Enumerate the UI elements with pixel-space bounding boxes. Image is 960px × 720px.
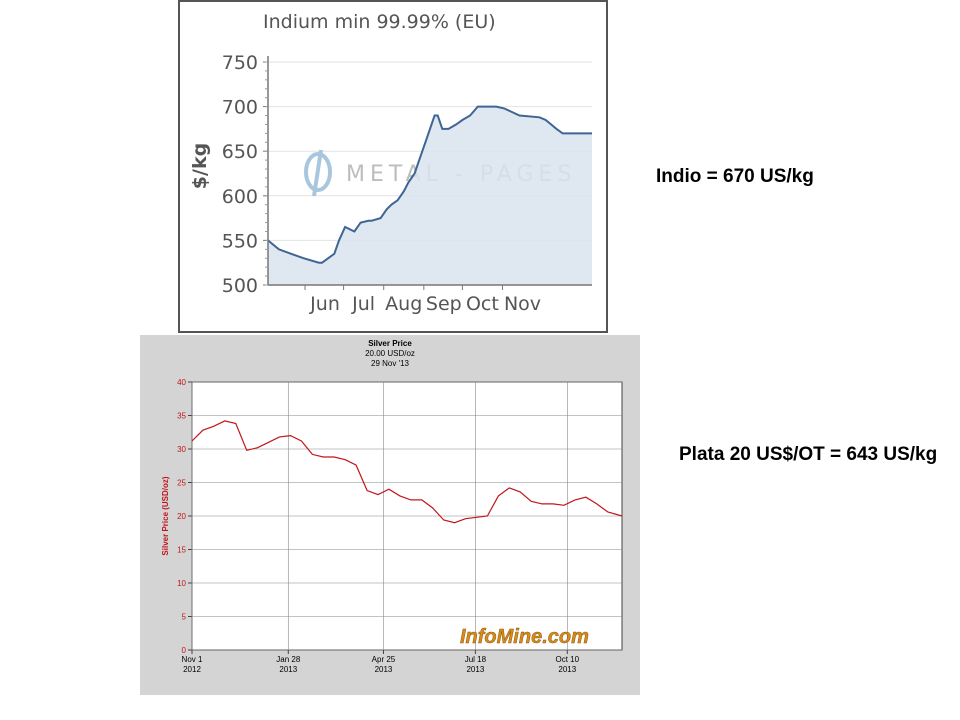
series-line bbox=[267, 105, 592, 264]
chart-date: 29 Nov '13 bbox=[371, 359, 410, 368]
watermark-logo-icon bbox=[304, 152, 332, 192]
y-tick-label: 20 bbox=[177, 512, 186, 521]
y-tick-label: 35 bbox=[177, 412, 186, 421]
watermark-logo-stroke bbox=[312, 149, 323, 197]
x-tick-label: Sep bbox=[426, 293, 462, 315]
x-tick-label-year: 2013 bbox=[279, 665, 297, 674]
y-tick-label: 550 bbox=[222, 230, 258, 252]
x-tick-label: Apr 25 bbox=[372, 655, 396, 664]
chart-title: Silver Price bbox=[368, 339, 412, 348]
y-tick-label: 25 bbox=[177, 479, 186, 488]
series-line bbox=[191, 420, 623, 524]
y-tick-label: 700 bbox=[222, 97, 258, 119]
chart-subtitle: 20.00 USD/oz bbox=[365, 349, 415, 358]
silver-chart-panel: Silver Price 20.00 USD/oz 29 Nov '13 40 35 30… bbox=[140, 335, 640, 695]
y-tick-label: 0 bbox=[182, 646, 187, 655]
x-tick-label-year: 2012 bbox=[183, 665, 201, 674]
x-tick-label-year: 2013 bbox=[466, 665, 484, 674]
x-tick-label: Oct bbox=[466, 293, 499, 315]
x-tick-label-year: 2013 bbox=[375, 665, 393, 674]
x-tick-label: Nov bbox=[504, 293, 541, 315]
x-tick-label: Jan 28 bbox=[276, 655, 301, 664]
y-tick-label: 600 bbox=[222, 186, 258, 208]
y-tick-label: 5 bbox=[182, 613, 187, 622]
indium-chart: Indium min 99.99% (EU)METAL - PAGES75070… bbox=[178, 0, 608, 333]
y-tick-label: 750 bbox=[222, 52, 258, 74]
x-tick-label: Jun bbox=[309, 293, 340, 315]
watermark-text: InfoMine.com bbox=[460, 626, 589, 648]
indium-price-note: Indio = 670 US/kg bbox=[656, 166, 814, 187]
y-tick-label: 30 bbox=[177, 445, 186, 454]
y-tick-label: 500 bbox=[222, 275, 258, 297]
chart-title: Indium min 99.99% (EU) bbox=[263, 11, 496, 33]
y-axis-label: $/kg bbox=[189, 143, 211, 189]
y-tick-label: 10 bbox=[177, 579, 186, 588]
y-tick-label: 40 bbox=[177, 378, 186, 387]
y-axis-label: Silver Price (USD/oz) bbox=[161, 476, 170, 555]
x-tick-label: Aug bbox=[385, 293, 422, 315]
x-tick-label-year: 2013 bbox=[558, 665, 576, 674]
indium-chart-panel: Indium min 99.99% (EU)METAL - PAGES75070… bbox=[178, 0, 608, 333]
x-tick-label: Nov 1 bbox=[182, 655, 203, 664]
x-tick-label: Oct 10 bbox=[556, 655, 580, 664]
silver-price-note: Plata 20 US$/OT = 643 US/kg bbox=[679, 444, 938, 465]
y-tick-label: 650 bbox=[222, 141, 258, 163]
x-tick-label: Jul bbox=[351, 293, 375, 315]
series-area bbox=[268, 106, 592, 285]
x-tick-label: Jul 18 bbox=[465, 655, 487, 664]
y-tick-label: 15 bbox=[177, 546, 186, 555]
